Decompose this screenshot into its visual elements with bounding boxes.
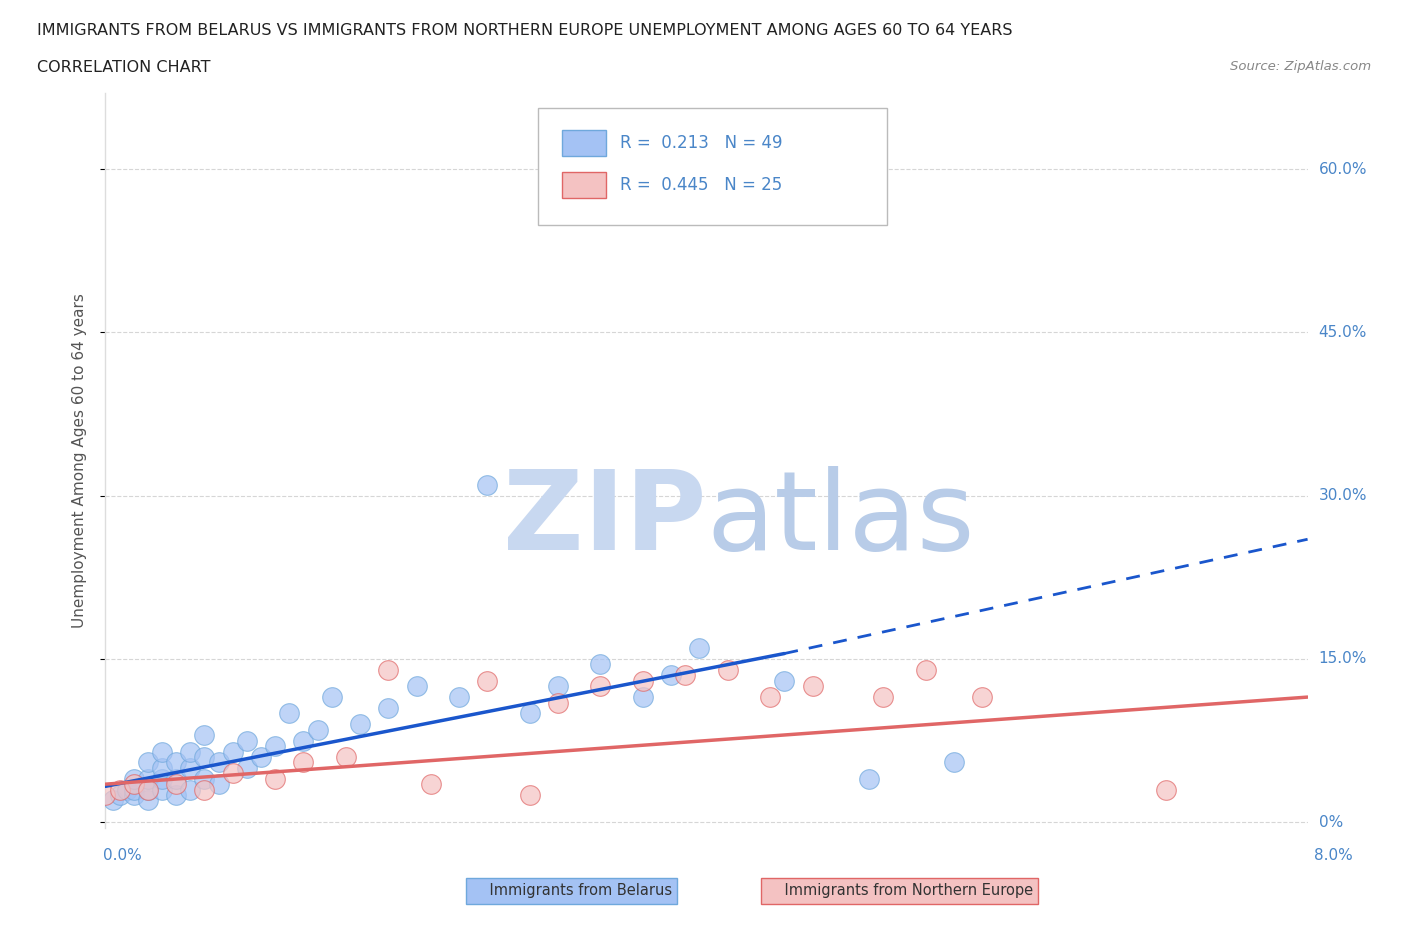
Point xyxy=(207,777,229,791)
Point xyxy=(278,706,301,721)
Point xyxy=(136,755,159,770)
Text: R =  0.213   N = 49: R = 0.213 N = 49 xyxy=(620,134,783,152)
Point xyxy=(377,662,399,677)
Point xyxy=(122,777,145,791)
Point xyxy=(150,761,173,776)
Text: 60.0%: 60.0% xyxy=(1319,162,1367,177)
Text: atlas: atlas xyxy=(707,466,974,573)
Point xyxy=(377,700,399,715)
Text: 45.0%: 45.0% xyxy=(1319,325,1367,340)
Point xyxy=(193,750,215,764)
Point xyxy=(335,750,357,764)
Point xyxy=(122,782,145,797)
Point xyxy=(207,755,229,770)
Point xyxy=(759,690,782,705)
Point xyxy=(165,788,187,803)
Point xyxy=(264,738,287,753)
Point xyxy=(589,679,612,694)
Text: R =  0.445   N = 25: R = 0.445 N = 25 xyxy=(620,176,782,193)
Text: IMMIGRANTS FROM BELARUS VS IMMIGRANTS FROM NORTHERN EUROPE UNEMPLOYMENT AMONG AG: IMMIGRANTS FROM BELARUS VS IMMIGRANTS FR… xyxy=(37,23,1012,38)
Point xyxy=(136,782,159,797)
Point xyxy=(858,771,880,786)
Point xyxy=(236,761,259,776)
Point xyxy=(477,477,499,492)
Point xyxy=(717,662,740,677)
Point xyxy=(872,690,894,705)
Point xyxy=(631,673,654,688)
Point xyxy=(179,744,201,759)
Point xyxy=(321,690,343,705)
Point xyxy=(101,793,124,808)
Point xyxy=(165,771,187,786)
Text: 0.0%: 0.0% xyxy=(103,848,142,863)
Text: Immigrants from Northern Europe: Immigrants from Northern Europe xyxy=(766,884,1033,898)
Point xyxy=(688,641,710,656)
Point xyxy=(405,679,427,694)
Point xyxy=(349,717,371,732)
Text: ZIP: ZIP xyxy=(503,466,707,573)
Point xyxy=(193,728,215,743)
Point xyxy=(519,706,541,721)
Point xyxy=(250,750,273,764)
Point xyxy=(108,782,131,797)
Point xyxy=(150,744,173,759)
Y-axis label: Unemployment Among Ages 60 to 64 years: Unemployment Among Ages 60 to 64 years xyxy=(72,293,87,628)
FancyBboxPatch shape xyxy=(562,130,606,156)
Point xyxy=(477,673,499,688)
Point xyxy=(222,744,245,759)
Point xyxy=(773,673,796,688)
Point xyxy=(122,771,145,786)
Point xyxy=(136,771,159,786)
Point xyxy=(292,755,315,770)
Point xyxy=(1154,782,1177,797)
Point xyxy=(236,733,259,748)
Point xyxy=(631,690,654,705)
Point xyxy=(193,782,215,797)
Point xyxy=(673,668,696,683)
Point xyxy=(136,793,159,808)
Point xyxy=(801,679,824,694)
Point xyxy=(165,755,187,770)
Point xyxy=(307,723,329,737)
Text: CORRELATION CHART: CORRELATION CHART xyxy=(37,60,209,75)
Text: 30.0%: 30.0% xyxy=(1319,488,1367,503)
Point xyxy=(193,771,215,786)
Point xyxy=(419,777,441,791)
Point xyxy=(222,765,245,780)
Text: Source: ZipAtlas.com: Source: ZipAtlas.com xyxy=(1230,60,1371,73)
Point xyxy=(150,782,173,797)
Point xyxy=(519,788,541,803)
Point xyxy=(122,788,145,803)
Point xyxy=(547,695,569,710)
Point xyxy=(165,777,187,791)
Point xyxy=(115,782,138,797)
Text: 0%: 0% xyxy=(1319,815,1343,830)
Point xyxy=(94,788,117,803)
Point xyxy=(264,771,287,786)
Point xyxy=(179,782,201,797)
Point xyxy=(108,788,131,803)
Point xyxy=(179,761,201,776)
Point xyxy=(659,668,682,683)
Point xyxy=(943,755,966,770)
Point xyxy=(589,657,612,671)
Text: 15.0%: 15.0% xyxy=(1319,652,1367,667)
FancyBboxPatch shape xyxy=(538,108,887,225)
FancyBboxPatch shape xyxy=(562,172,606,198)
Point xyxy=(801,183,824,198)
Point xyxy=(972,690,994,705)
Point xyxy=(150,771,173,786)
Point xyxy=(447,690,470,705)
Text: Immigrants from Belarus: Immigrants from Belarus xyxy=(471,884,672,898)
Text: 8.0%: 8.0% xyxy=(1313,848,1353,863)
Point xyxy=(547,679,569,694)
Point xyxy=(292,733,315,748)
Point xyxy=(914,662,936,677)
Point xyxy=(136,782,159,797)
